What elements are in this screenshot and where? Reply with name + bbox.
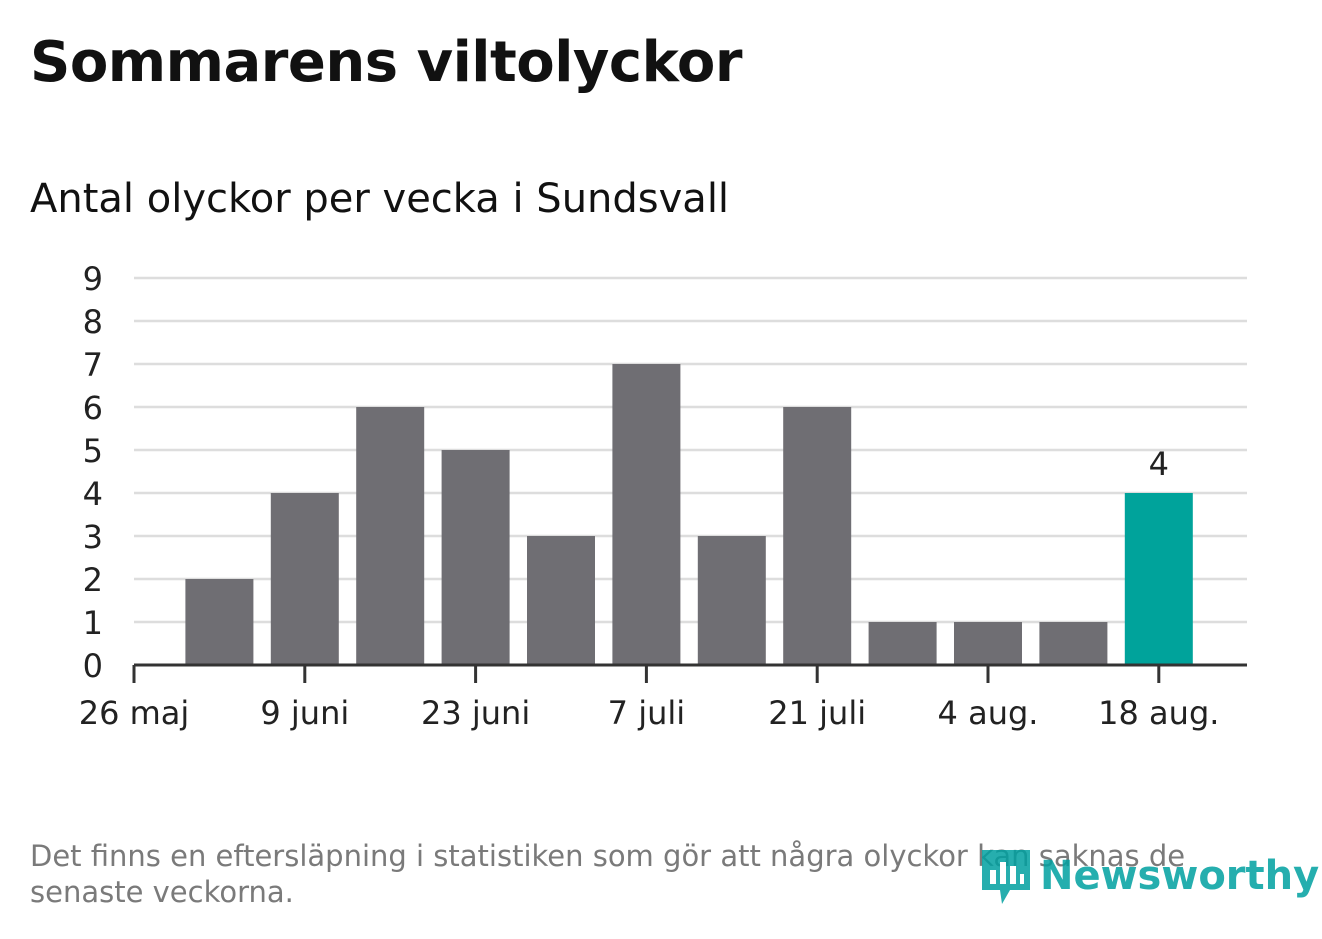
bar: [697, 536, 766, 665]
x-tick-label: 23 juni: [421, 694, 530, 732]
bar: [868, 622, 937, 665]
y-tick-label: 1: [83, 604, 103, 642]
bar: [1124, 493, 1193, 665]
x-tick-label: 21 juli: [768, 694, 866, 732]
bar: [270, 493, 339, 665]
data-label: 4: [1149, 445, 1169, 483]
y-tick-label: 4: [83, 475, 103, 513]
x-tick-label: 4 aug.: [938, 694, 1039, 732]
newsworthy-bars-icon: [982, 850, 1030, 904]
y-tick-label: 0: [83, 647, 103, 685]
logo-text: Newsworthy: [1040, 853, 1320, 899]
y-tick-label: 6: [83, 389, 103, 427]
y-tick-label: 9: [83, 260, 103, 298]
x-tick-label: 18 aug.: [1098, 694, 1219, 732]
bars: [185, 364, 1193, 665]
y-tick-label: 8: [83, 303, 103, 341]
bar: [185, 579, 254, 665]
y-tick-label: 2: [83, 561, 103, 599]
bar: [441, 450, 510, 665]
bar: [1039, 622, 1108, 665]
x-tick-label: 7 juli: [608, 694, 685, 732]
x-tick-label: 26 maj: [79, 694, 190, 732]
y-tick-label: 3: [83, 518, 103, 556]
bar: [783, 407, 852, 665]
y-tick-label: 5: [83, 432, 103, 470]
chart-subtitle: Antal olyckor per vecka i Sundsvall: [30, 176, 730, 222]
bar: [612, 364, 681, 665]
data-labels: 4: [1149, 445, 1169, 483]
x-tick-label: 9 juni: [260, 694, 349, 732]
gridlines: [134, 276, 1247, 624]
x-axis-ticks: 26 maj 9 juni 23 juni 7 juli 21 juli 4 aug. 18…: [79, 665, 1219, 732]
bar: [356, 407, 425, 665]
bar: [527, 536, 595, 665]
newsworthy-logo: Newsworthy: [980, 846, 1319, 906]
bar: [954, 622, 1022, 665]
chart-title: Sommarens viltolyckor: [30, 30, 742, 95]
y-tick-label: 7: [83, 346, 103, 384]
bar-chart: 0 1 2 3 4 5 6 7 8 9 26 maj 9 juni 23 juni 7 juli 21 j…: [79, 260, 1247, 732]
y-axis-ticks: 0 1 2 3 4 5 6 7 8 9: [83, 260, 103, 685]
